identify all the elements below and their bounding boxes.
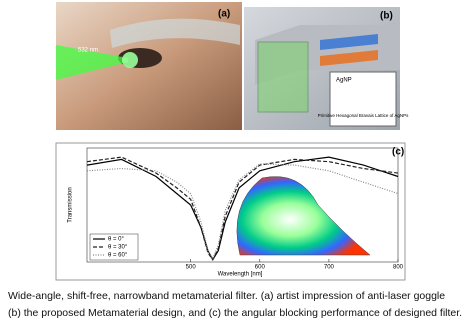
plot-area (86, 147, 399, 263)
legend-label: θ = 30° (108, 245, 128, 251)
caption-line: (b) the proposed Metamaterial design, an… (8, 307, 462, 319)
laser-label: 532 nm (78, 48, 98, 54)
x-tick-label: 600 (255, 265, 266, 271)
laser-beam (56, 45, 128, 80)
caption-line: Wide-angle, shift-free, narrowband metam… (8, 290, 445, 302)
arrow-out (320, 50, 378, 66)
chromaticity-inset (236, 176, 371, 256)
metamaterial-block (257, 41, 309, 113)
panel-label: (a) (218, 9, 230, 20)
inset (329, 71, 397, 127)
panel-c: (c) Transmission Wavelength [nm] 500 600 7… (55, 142, 406, 281)
lattice-label: Primitive Hexagonal Bravais Lattice of A… (318, 113, 410, 118)
x-axis-label: Wavelength [nm] (218, 272, 263, 278)
legend-label: θ = 0° (108, 237, 125, 243)
panel-a: 532 nm (a) (56, 2, 242, 130)
panel-label: (b) (380, 11, 393, 22)
panel-b: AgNP Primitive Hexagonal Bravais Lattice… (244, 7, 409, 130)
arrow-in (320, 34, 378, 50)
x-tick-label: 700 (324, 265, 335, 271)
x-tick-label: 800 (393, 265, 404, 271)
series-line (86, 156, 399, 261)
goggle (110, 18, 240, 48)
y-axis-label: Transmission (68, 187, 74, 222)
x-tick-label: 500 (186, 265, 197, 271)
agnp-label: AgNP (336, 78, 352, 84)
legend-label: θ = 60° (108, 253, 128, 259)
laser-spot (122, 52, 138, 68)
legend (89, 233, 139, 261)
